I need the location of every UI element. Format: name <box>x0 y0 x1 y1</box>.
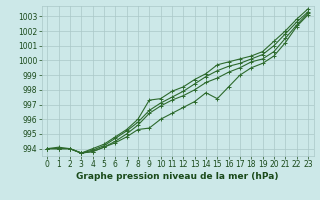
X-axis label: Graphe pression niveau de la mer (hPa): Graphe pression niveau de la mer (hPa) <box>76 172 279 181</box>
